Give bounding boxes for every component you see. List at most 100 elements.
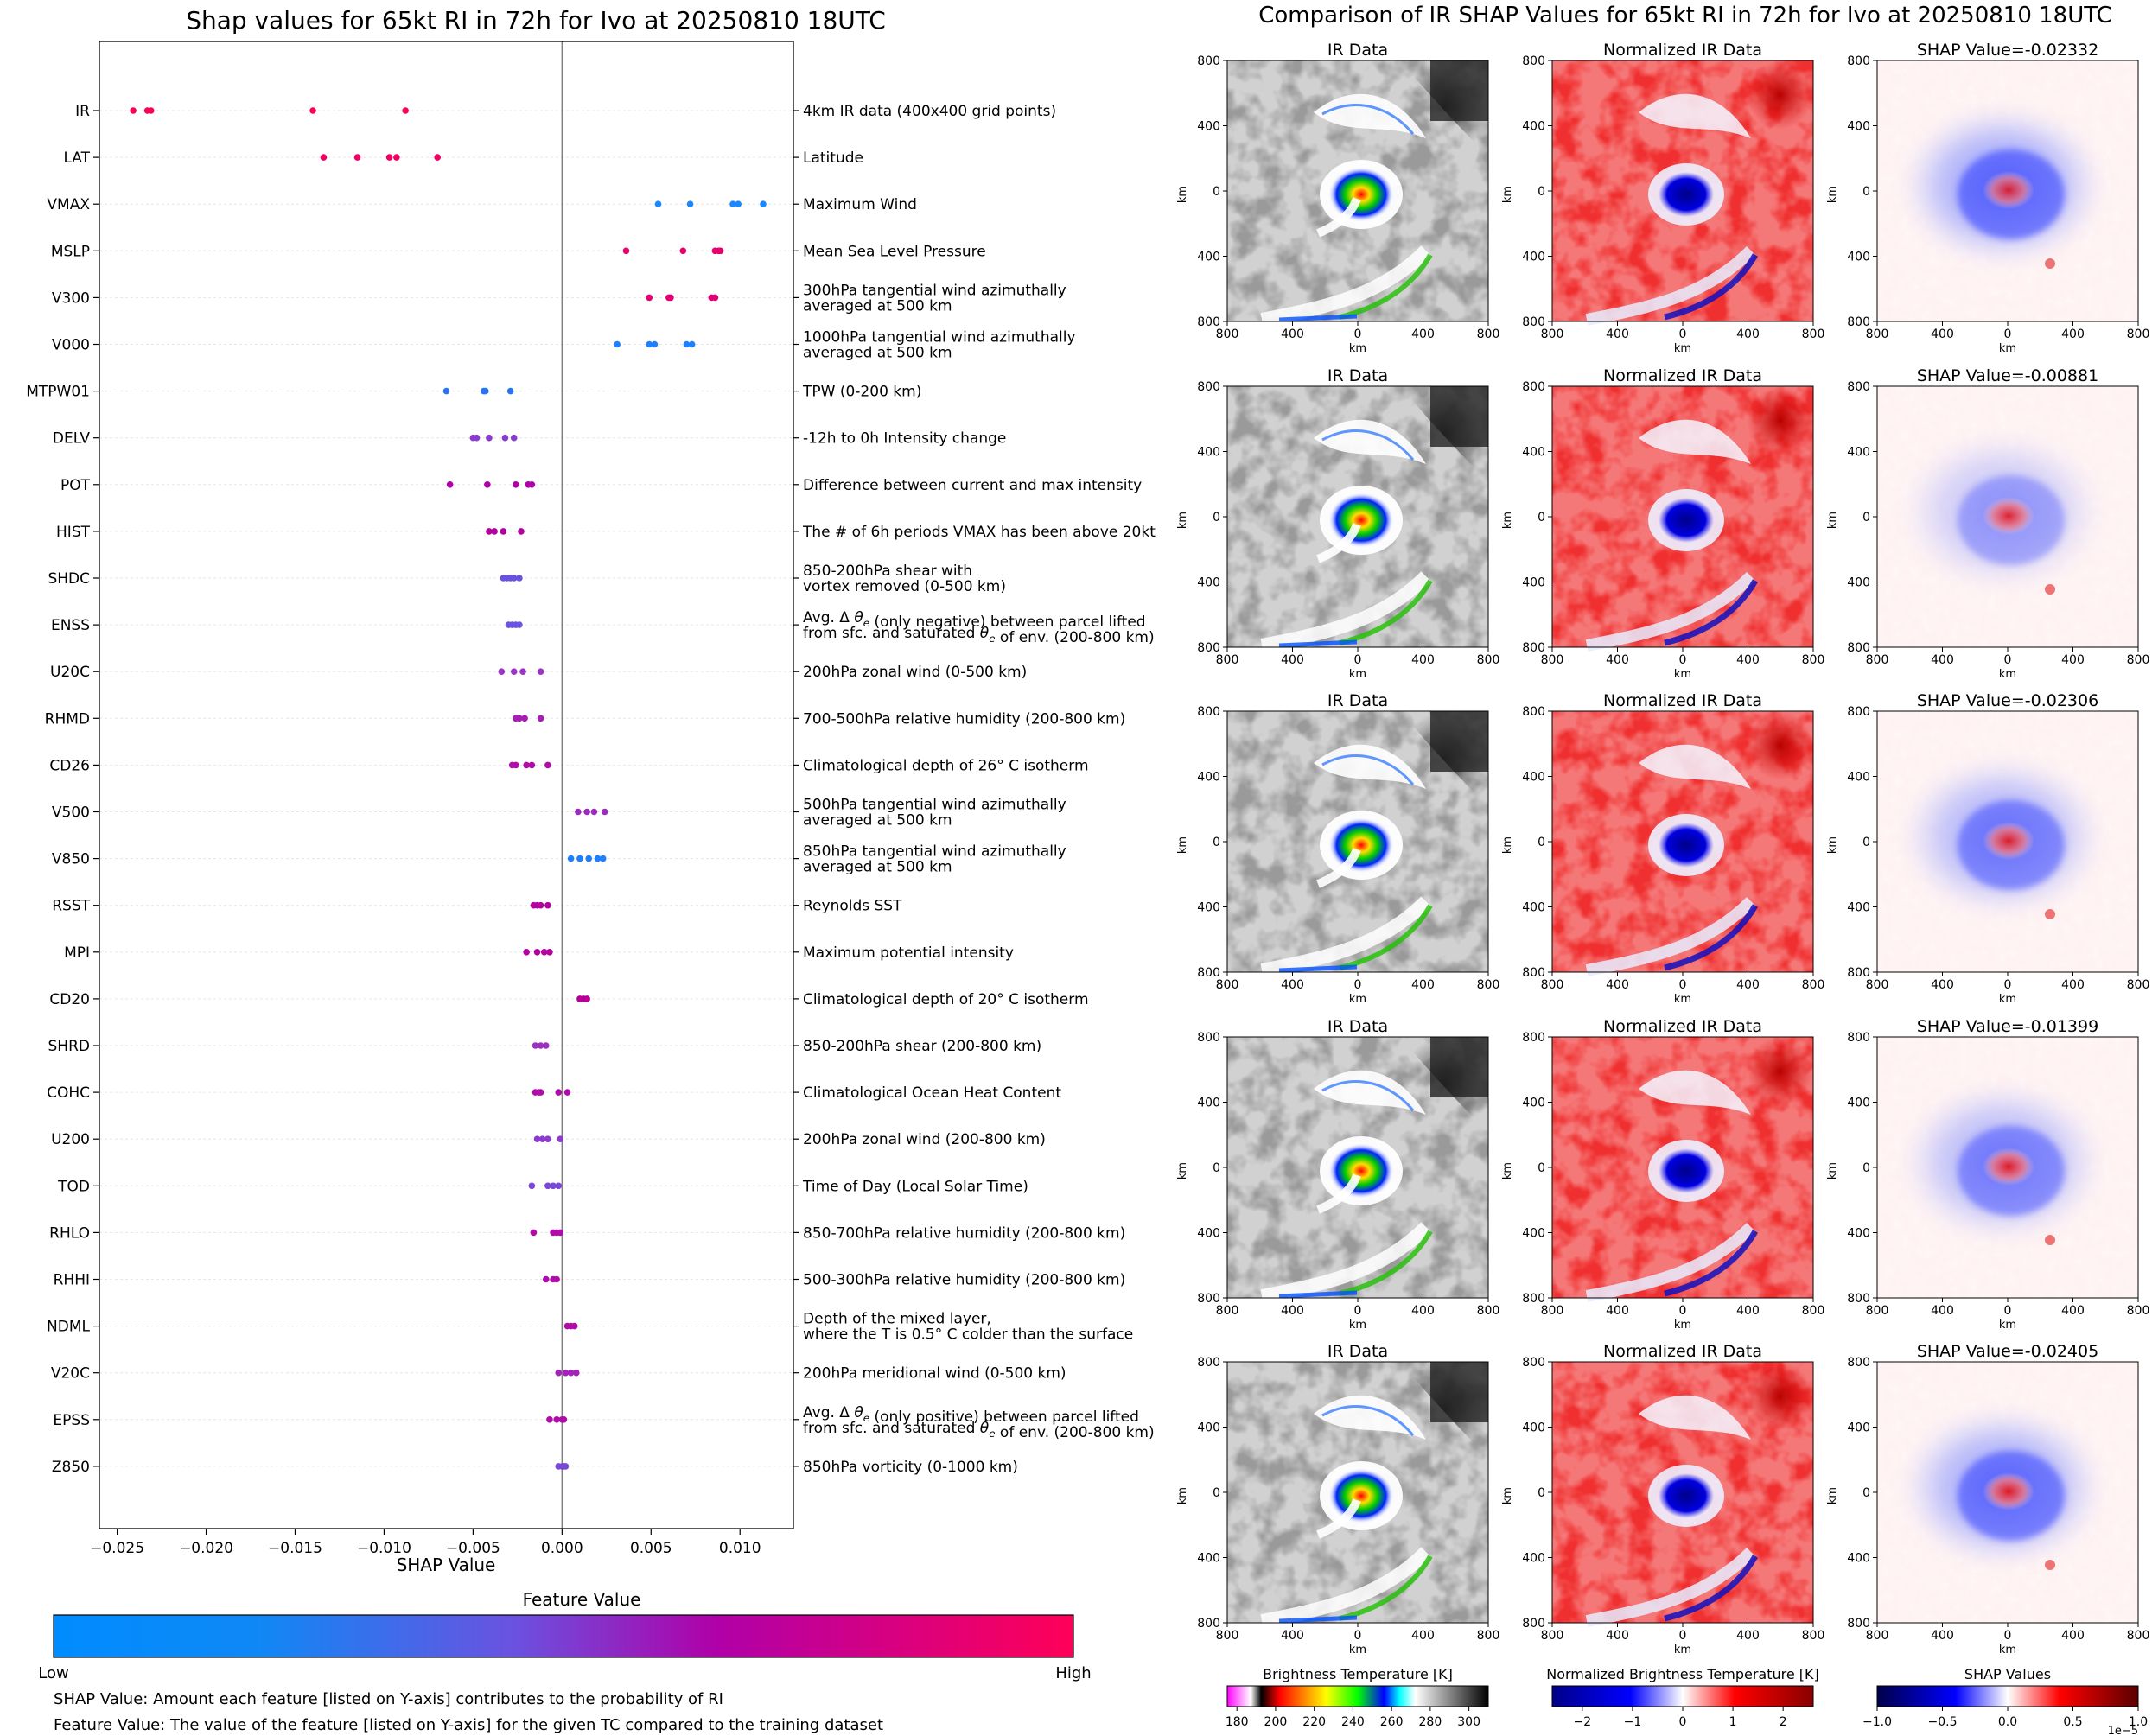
panel-x-label: km [1349, 1319, 1366, 1332]
panel-x-tick-label: 400 [2061, 1629, 2085, 1643]
data-point-mtpw01 [506, 387, 514, 395]
colorbar-title: Feature Value [523, 1589, 641, 1610]
data-point-hist [500, 528, 507, 535]
feature-description: 500-300hPa relative humidity (200-800 km… [803, 1272, 1125, 1289]
panel-x-tick-label: 400 [1606, 327, 1629, 341]
panel-y-tick-label: 800 [1522, 1292, 1545, 1306]
ir-rainband-cold [1339, 253, 1433, 320]
norm-cloud-band [1639, 419, 1751, 464]
data-point-ir [147, 107, 155, 114]
panel-x-tick-label: 0 [1354, 327, 1362, 341]
panel-x-label: km [1674, 1319, 1691, 1332]
panel-x-tick-label: 800 [2127, 1304, 2150, 1318]
normalized-ir-panel: 80080040040000400400800800kmkmNormalized… [1501, 41, 1824, 355]
feature-label-mslp: MSLP [51, 243, 90, 260]
feature-label-ir: IR [75, 103, 90, 120]
data-point-lat [434, 154, 442, 161]
ir-rainband-cold [1278, 1290, 1358, 1299]
data-point-v500 [583, 808, 590, 816]
ir-cloud-band-edge [1321, 429, 1415, 461]
norm-rainband [1585, 897, 1755, 976]
feature-label-cd20: CD20 [49, 991, 90, 1008]
ir-rainband-cold [1339, 579, 1433, 645]
colorbar-gradient [53, 1614, 1074, 1658]
panel-y-tick-label: 800 [1847, 1617, 1870, 1631]
panel-y-tick-label: 400 [1847, 120, 1870, 134]
feature-description: Maximum Wind [803, 196, 917, 213]
shap-value-title: SHAP Value=-0.02332 [1917, 41, 2098, 60]
feature-description: from sfc. and saturated θe of env. (200-… [803, 625, 1155, 646]
colorbar-low-label: Low [38, 1664, 68, 1682]
data-point-tod [555, 1182, 563, 1190]
data-point-vmax [760, 200, 767, 207]
colorbar-tick-label: −2 [1574, 1715, 1592, 1729]
panel-x-tick-label: 800 [1802, 1304, 1825, 1318]
panel-y-tick-label: 400 [1197, 1097, 1220, 1110]
ir-cloud-band-edge [1321, 1405, 1415, 1436]
ir-rainband-cold [1278, 314, 1358, 322]
feature-label-rsst: RSST [52, 898, 90, 915]
data-point-u200 [538, 1135, 546, 1142]
ir-cloud-band-edge [1321, 754, 1415, 785]
panel-y-tick-label: 800 [1522, 966, 1545, 980]
panel-x-tick-label: 800 [1216, 327, 1239, 341]
panel-x-tick-label: 0 [1354, 978, 1362, 992]
panel-y-tick-label: 0 [1538, 511, 1545, 525]
feature-label-z850: Z850 [52, 1459, 90, 1476]
panel-y-label: km [1176, 512, 1189, 529]
colorbar-tick-label: −0.5 [1928, 1715, 1958, 1729]
data-point-rhmd [537, 715, 544, 722]
data-point-pot [513, 481, 519, 488]
feature-description: 850hPa tangential wind azimuthally [803, 843, 1066, 861]
panel-x-tick-label: 400 [1606, 1304, 1629, 1318]
data-point-u200 [544, 1135, 551, 1142]
shap-positive-center [1983, 1472, 2034, 1510]
data-point-tod [544, 1182, 551, 1190]
data-point-hist [518, 528, 525, 535]
feature-description: 500hPa tangential wind azimuthally [803, 797, 1066, 814]
data-point-cd20 [583, 995, 590, 1002]
panel-y-tick-label: 0 [1213, 836, 1220, 849]
panel-x-tick-label: 0 [1679, 978, 1687, 992]
shap-positive-spot [2045, 909, 2055, 919]
ir-rainband-cold [1278, 1615, 1358, 1624]
colorbar-high-label: High [1055, 1664, 1091, 1682]
panel-x-label: km [1349, 668, 1366, 681]
panel-x-tick-label: 400 [1411, 653, 1435, 667]
panel-x-label: km [1674, 993, 1691, 1006]
panel-x-tick-label: 400 [1736, 1304, 1760, 1318]
feature-label-mtpw01: MTPW01 [26, 384, 90, 401]
colorbar-tick-label: 2 [1780, 1715, 1787, 1729]
x-axis-label: SHAP Value [397, 1555, 496, 1575]
panel-x-tick-label: 800 [1541, 1304, 1564, 1318]
panel-y-tick-label: 0 [1862, 1486, 1870, 1500]
data-point-mslp [622, 247, 630, 255]
feature-label-lat: LAT [63, 149, 90, 167]
norm-rainband-cold [1664, 1230, 1759, 1297]
ir-rainband [1260, 1547, 1431, 1628]
norm-land-deep [1747, 1037, 1813, 1106]
panel-x-label: km [1999, 993, 2016, 1006]
feature-label-pot: POT [60, 477, 91, 494]
panel-x-label: km [1999, 1319, 2016, 1332]
panel-y-tick-label: 800 [1847, 315, 1870, 329]
feature-label-hist: HIST [56, 524, 91, 541]
data-point-pot [446, 481, 454, 488]
panel-x-tick-label: 800 [1541, 1629, 1564, 1643]
ir-cloud-band [1314, 93, 1426, 138]
panel-y-tick-label: 800 [1847, 966, 1870, 980]
norm-land-deep [1747, 1362, 1813, 1431]
feature-label-ndml: NDML [47, 1319, 90, 1336]
data-point-v850 [599, 855, 607, 862]
colorbar-gradient [1226, 1685, 1489, 1707]
panel-x-tick-label: 0 [1679, 653, 1687, 667]
panel-x-tick-label: 0 [1679, 327, 1687, 341]
feature-label-mpi: MPI [64, 944, 90, 962]
shap-value-title: SHAP Value=-0.00881 [1917, 366, 2098, 385]
data-point-epss [560, 1416, 568, 1423]
ir-land-dark [1430, 1362, 1488, 1422]
feature-label-delv: DELV [53, 430, 90, 448]
